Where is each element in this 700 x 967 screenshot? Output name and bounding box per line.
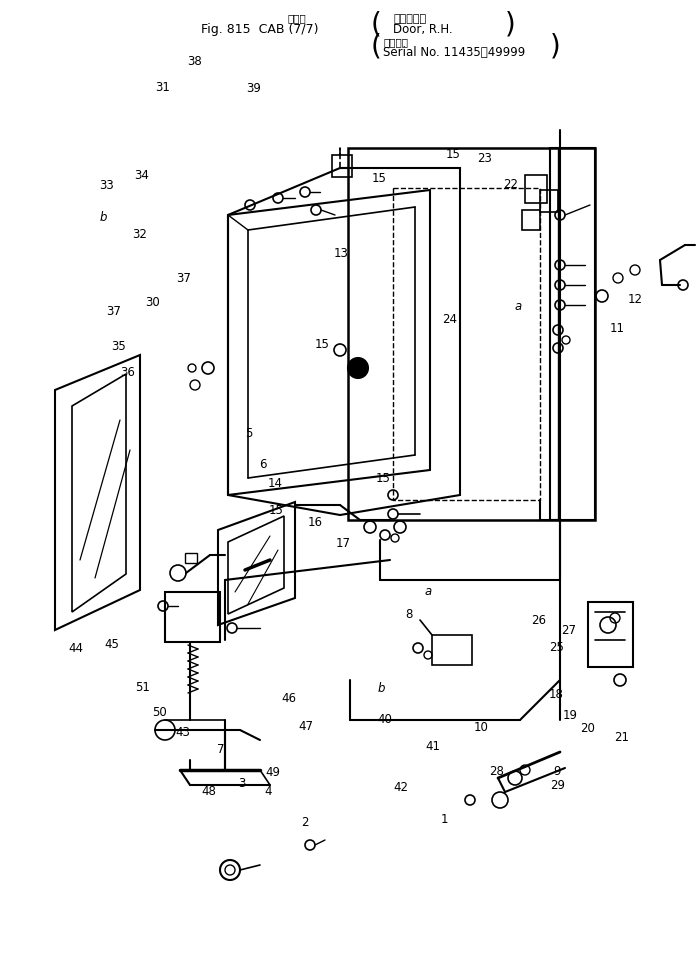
Bar [185,553,197,563]
Text: 42: 42 [393,780,409,794]
Text: (: ( [370,33,382,61]
Text: 36: 36 [120,366,135,379]
Text: 32: 32 [132,228,148,242]
Text: 9: 9 [554,765,561,778]
Text: ): ) [550,33,561,61]
Text: Serial No. 11435－49999: Serial No. 11435－49999 [383,46,525,60]
Text: a: a [514,300,522,313]
Bar [525,175,547,203]
Text: a: a [425,585,432,599]
Text: 27: 27 [561,624,576,637]
Bar [432,635,472,665]
Text: Fig. 815  CAB (7/7): Fig. 815 CAB (7/7) [202,23,318,37]
Text: 19: 19 [563,709,578,722]
Text: 7: 7 [218,743,225,756]
Text: 51: 51 [134,681,150,694]
Text: 37: 37 [106,305,122,318]
Bar [165,592,220,642]
Text: 25: 25 [549,641,564,655]
Text: 8: 8 [405,607,412,621]
Text: b: b [378,682,385,695]
Text: 43: 43 [175,726,190,740]
Text: Door, R.H.: Door, R.H. [393,23,453,37]
Bar [588,602,633,667]
Text: 46: 46 [281,691,296,705]
Text: 23: 23 [477,152,492,165]
Text: 10: 10 [474,720,489,734]
Text: 39: 39 [246,82,262,96]
Text: 45: 45 [104,637,120,651]
Text: ドアー、右: ドアー、右 [393,14,426,24]
Text: 15: 15 [269,504,284,517]
Text: 4: 4 [265,785,272,799]
Text: 38: 38 [187,55,202,69]
Text: 34: 34 [134,168,150,182]
Text: b: b [100,211,107,224]
Text: 18: 18 [549,688,564,701]
Text: 17: 17 [335,537,351,550]
Circle shape [348,358,368,378]
Text: 15: 15 [375,472,391,485]
Text: 49: 49 [265,766,281,779]
Text: キャブ: キャブ [288,13,307,23]
Text: 16: 16 [307,515,323,529]
Text: 44: 44 [68,642,83,656]
Text: 5: 5 [245,426,252,440]
Text: 48: 48 [201,785,216,799]
Text: 35: 35 [111,339,127,353]
Text: 13: 13 [333,247,349,260]
Text: 31: 31 [155,80,171,94]
Text: 28: 28 [489,765,505,778]
Text: 6: 6 [259,457,266,471]
Text: ): ) [505,10,515,38]
Text: 11: 11 [610,322,625,336]
Text: 50: 50 [152,706,167,719]
Text: 15: 15 [314,337,330,351]
Text: 26: 26 [531,614,547,628]
Text: 適用号機: 適用号機 [383,37,408,47]
Text: 20: 20 [580,721,596,735]
Text: 47: 47 [298,719,314,733]
Text: 12: 12 [627,293,643,307]
Bar [540,190,558,212]
Text: 3: 3 [238,777,245,790]
Text: 22: 22 [503,178,519,191]
Text: 37: 37 [176,272,192,285]
Text: 15: 15 [445,148,461,161]
Text: 1: 1 [441,812,448,826]
Text: 40: 40 [377,713,393,726]
Text: 29: 29 [550,778,566,792]
Text: 33: 33 [99,179,114,192]
Text: 15: 15 [371,172,386,186]
Text: (: ( [370,10,382,38]
Text: 14: 14 [267,477,283,490]
Text: 41: 41 [425,740,440,753]
Text: 2: 2 [301,816,308,830]
Bar [522,210,540,230]
Bar [332,155,352,177]
Text: 24: 24 [442,312,458,326]
Text: 21: 21 [614,731,629,745]
Text: 30: 30 [145,296,160,309]
